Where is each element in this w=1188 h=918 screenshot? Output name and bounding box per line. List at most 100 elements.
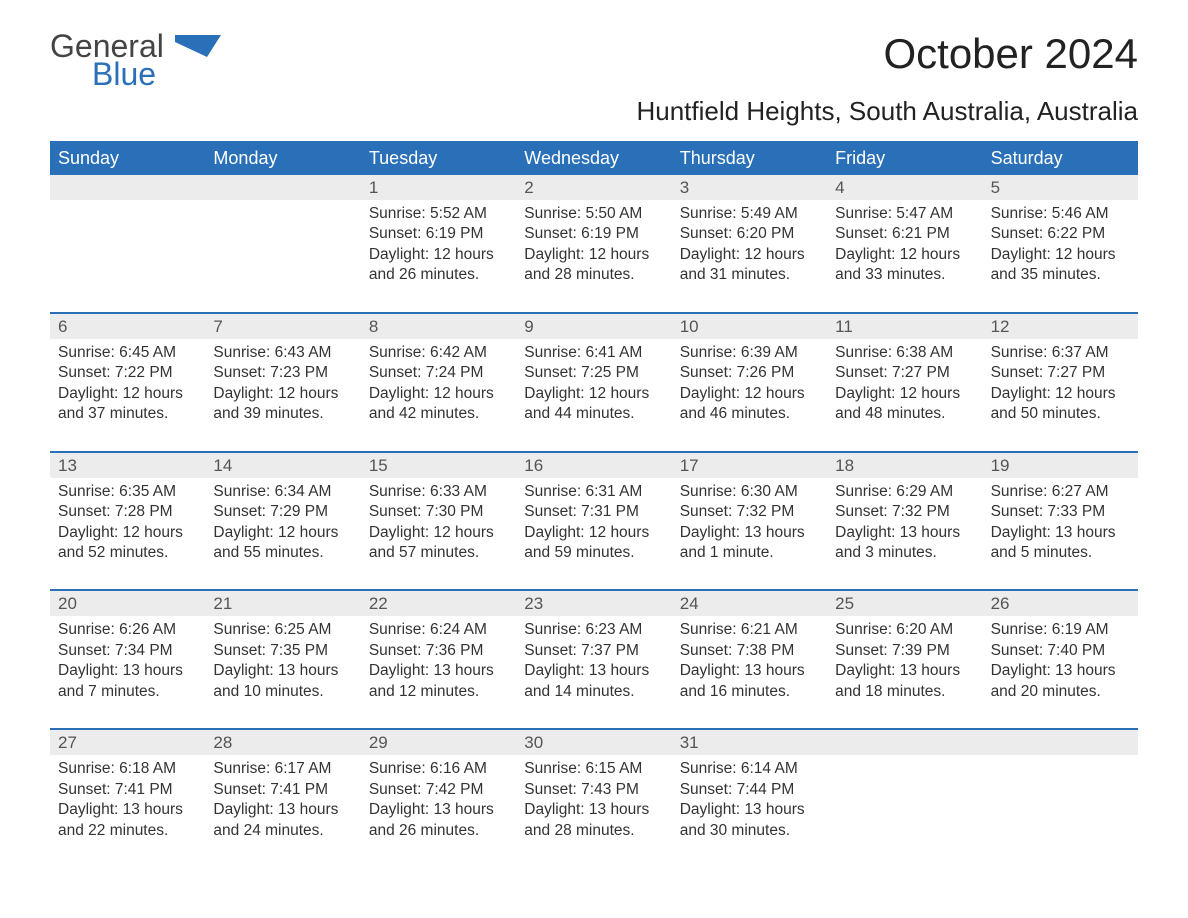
day-cell: Sunrise: 5:49 AMSunset: 6:20 PMDaylight:… <box>672 200 827 286</box>
day-sunset: Sunset: 6:19 PM <box>369 224 508 244</box>
day-dl1: Daylight: 13 hours <box>991 661 1130 681</box>
day-dl1: Daylight: 12 hours <box>213 523 352 543</box>
day-sunrise: Sunrise: 6:21 AM <box>680 620 819 640</box>
day-cell: Sunrise: 6:34 AMSunset: 7:29 PMDaylight:… <box>205 478 360 564</box>
calendar-day-header: Sunday Monday Tuesday Wednesday Thursday… <box>50 141 1138 175</box>
day-cell <box>50 200 205 286</box>
day-sunrise: Sunrise: 6:27 AM <box>991 482 1130 502</box>
day-number: 25 <box>827 591 982 616</box>
day-number: 26 <box>983 591 1138 616</box>
day-dl1: Daylight: 12 hours <box>369 245 508 265</box>
day-cell: Sunrise: 6:19 AMSunset: 7:40 PMDaylight:… <box>983 616 1138 702</box>
day-sunset: Sunset: 6:19 PM <box>524 224 663 244</box>
day-number: 31 <box>672 730 827 755</box>
day-cell: Sunrise: 6:21 AMSunset: 7:38 PMDaylight:… <box>672 616 827 702</box>
day-sunset: Sunset: 7:27 PM <box>991 363 1130 383</box>
day-sunrise: Sunrise: 5:49 AM <box>680 204 819 224</box>
day-header-tuesday: Tuesday <box>361 141 516 175</box>
day-number: 27 <box>50 730 205 755</box>
day-dl1: Daylight: 13 hours <box>835 661 974 681</box>
day-number: 6 <box>50 314 205 339</box>
day-dl2: and 50 minutes. <box>991 404 1130 424</box>
day-sunrise: Sunrise: 6:23 AM <box>524 620 663 640</box>
day-number: 17 <box>672 453 827 478</box>
day-dl2: and 28 minutes. <box>524 821 663 841</box>
day-sunset: Sunset: 7:42 PM <box>369 780 508 800</box>
day-sunset: Sunset: 7:26 PM <box>680 363 819 383</box>
day-dl1: Daylight: 12 hours <box>524 384 663 404</box>
day-sunrise: Sunrise: 6:41 AM <box>524 343 663 363</box>
day-dl2: and 37 minutes. <box>58 404 197 424</box>
day-sunrise: Sunrise: 5:52 AM <box>369 204 508 224</box>
day-cell: Sunrise: 6:41 AMSunset: 7:25 PMDaylight:… <box>516 339 671 425</box>
day-sunrise: Sunrise: 6:33 AM <box>369 482 508 502</box>
day-dl2: and 1 minute. <box>680 543 819 563</box>
day-dl2: and 46 minutes. <box>680 404 819 424</box>
calendar-week: 13141516171819Sunrise: 6:35 AMSunset: 7:… <box>50 451 1138 564</box>
day-number: 7 <box>205 314 360 339</box>
day-sunset: Sunset: 7:32 PM <box>680 502 819 522</box>
day-sunset: Sunset: 7:23 PM <box>213 363 352 383</box>
day-dl2: and 16 minutes. <box>680 682 819 702</box>
day-sunrise: Sunrise: 6:26 AM <box>58 620 197 640</box>
day-sunrise: Sunrise: 6:45 AM <box>58 343 197 363</box>
day-dl1: Daylight: 13 hours <box>835 523 974 543</box>
day-dl1: Daylight: 12 hours <box>213 384 352 404</box>
day-cell: Sunrise: 6:27 AMSunset: 7:33 PMDaylight:… <box>983 478 1138 564</box>
day-number: 8 <box>361 314 516 339</box>
day-dl1: Daylight: 13 hours <box>213 661 352 681</box>
day-sunset: Sunset: 7:27 PM <box>835 363 974 383</box>
day-dl1: Daylight: 12 hours <box>58 384 197 404</box>
day-number: 19 <box>983 453 1138 478</box>
day-cell: Sunrise: 6:17 AMSunset: 7:41 PMDaylight:… <box>205 755 360 841</box>
day-dl2: and 26 minutes. <box>369 265 508 285</box>
day-sunrise: Sunrise: 6:19 AM <box>991 620 1130 640</box>
day-number: 3 <box>672 175 827 200</box>
day-sunset: Sunset: 7:31 PM <box>524 502 663 522</box>
day-cell: Sunrise: 6:38 AMSunset: 7:27 PMDaylight:… <box>827 339 982 425</box>
day-cell: Sunrise: 6:16 AMSunset: 7:42 PMDaylight:… <box>361 755 516 841</box>
day-sunrise: Sunrise: 5:46 AM <box>991 204 1130 224</box>
day-number: 16 <box>516 453 671 478</box>
day-sunset: Sunset: 7:38 PM <box>680 641 819 661</box>
day-cell: Sunrise: 6:35 AMSunset: 7:28 PMDaylight:… <box>50 478 205 564</box>
day-number: 22 <box>361 591 516 616</box>
day-sunset: Sunset: 7:39 PM <box>835 641 974 661</box>
day-dl2: and 33 minutes. <box>835 265 974 285</box>
day-number: 10 <box>672 314 827 339</box>
day-cell: Sunrise: 6:26 AMSunset: 7:34 PMDaylight:… <box>50 616 205 702</box>
day-cell <box>205 200 360 286</box>
day-sunset: Sunset: 6:20 PM <box>680 224 819 244</box>
day-dl2: and 10 minutes. <box>213 682 352 702</box>
day-sunrise: Sunrise: 6:35 AM <box>58 482 197 502</box>
day-sunrise: Sunrise: 6:15 AM <box>524 759 663 779</box>
calendar-week: 6789101112Sunrise: 6:45 AMSunset: 7:22 P… <box>50 312 1138 425</box>
day-sunset: Sunset: 7:30 PM <box>369 502 508 522</box>
day-dl2: and 55 minutes. <box>213 543 352 563</box>
day-sunset: Sunset: 7:28 PM <box>58 502 197 522</box>
day-dl2: and 26 minutes. <box>369 821 508 841</box>
day-dl1: Daylight: 13 hours <box>58 800 197 820</box>
day-number: 2 <box>516 175 671 200</box>
day-dl2: and 5 minutes. <box>991 543 1130 563</box>
day-number-row: 2728293031 <box>50 730 1138 755</box>
day-cell: Sunrise: 6:43 AMSunset: 7:23 PMDaylight:… <box>205 339 360 425</box>
day-dl1: Daylight: 13 hours <box>58 661 197 681</box>
day-number <box>205 175 360 200</box>
day-header-wednesday: Wednesday <box>516 141 671 175</box>
day-sunset: Sunset: 7:41 PM <box>213 780 352 800</box>
day-sunset: Sunset: 7:36 PM <box>369 641 508 661</box>
day-cell: Sunrise: 6:42 AMSunset: 7:24 PMDaylight:… <box>361 339 516 425</box>
day-dl1: Daylight: 13 hours <box>680 661 819 681</box>
day-dl1: Daylight: 12 hours <box>369 384 508 404</box>
day-number: 13 <box>50 453 205 478</box>
logo: General Blue <box>50 30 221 90</box>
day-number <box>827 730 982 755</box>
day-dl1: Daylight: 13 hours <box>524 661 663 681</box>
day-dl1: Daylight: 12 hours <box>680 245 819 265</box>
day-dl1: Daylight: 12 hours <box>680 384 819 404</box>
calendar-week: 2728293031Sunrise: 6:18 AMSunset: 7:41 P… <box>50 728 1138 841</box>
calendar-week: 20212223242526Sunrise: 6:26 AMSunset: 7:… <box>50 589 1138 702</box>
day-cell <box>827 755 982 841</box>
day-sunrise: Sunrise: 6:25 AM <box>213 620 352 640</box>
